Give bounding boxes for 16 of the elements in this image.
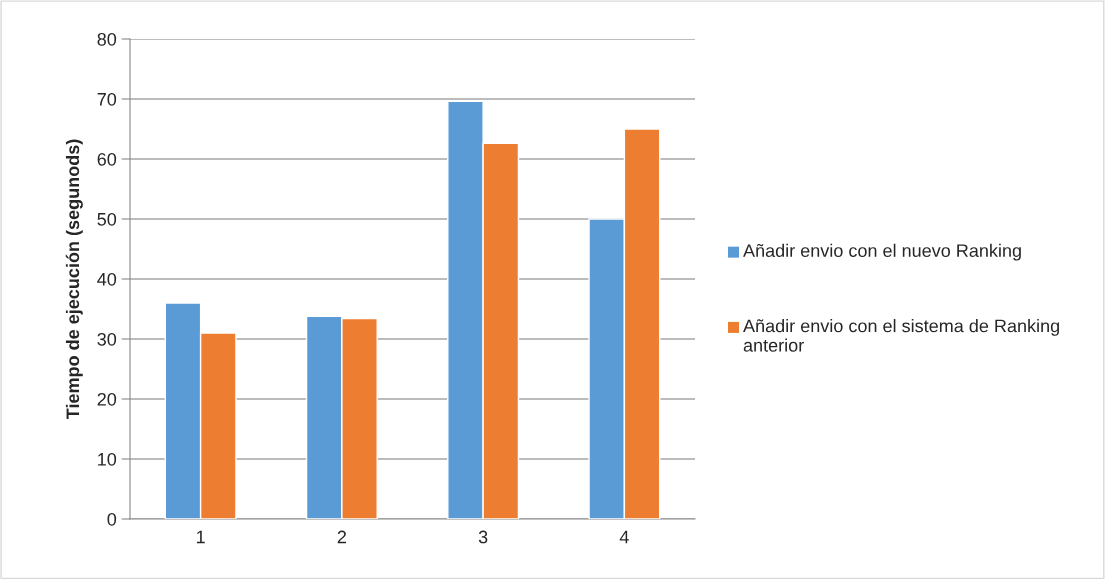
x-tick-label: 2 bbox=[337, 530, 346, 544]
y-tick-label: 0 bbox=[107, 512, 117, 526]
y-tick-label: 40 bbox=[97, 272, 117, 286]
x-tick-label: 1 bbox=[196, 530, 205, 544]
y-tick-label: 20 bbox=[97, 392, 117, 406]
y-tick-label: 60 bbox=[97, 152, 117, 166]
y-tick-label: 80 bbox=[97, 32, 117, 46]
x-tick-label: 4 bbox=[619, 530, 629, 544]
y-tick-label: 70 bbox=[97, 92, 117, 106]
y-tick-label: 10 bbox=[98, 452, 117, 466]
y-tick-label: 30 bbox=[97, 332, 117, 346]
y-axis-title: Tiempo de ejecución (segunods) bbox=[65, 139, 83, 420]
y-tick-label: 50 bbox=[97, 212, 117, 226]
legend-label: Añadir envio con el sistema de Ranking anterior bbox=[743, 319, 1059, 352]
legend-label: Añadir envio con el nuevo Ranking bbox=[743, 243, 1021, 261]
x-tick-label: 3 bbox=[478, 530, 488, 544]
